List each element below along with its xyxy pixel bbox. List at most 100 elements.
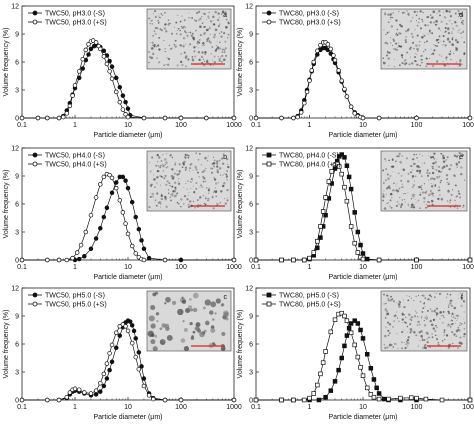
particle-dot xyxy=(204,320,210,326)
particle-dot xyxy=(425,206,427,209)
particle-dot xyxy=(424,317,426,319)
particle-dot xyxy=(410,319,413,321)
data-point xyxy=(344,163,350,168)
x-tick-label: 10 xyxy=(359,264,367,271)
particle-dot xyxy=(440,20,443,23)
particle-dot xyxy=(387,57,390,60)
particle-dot xyxy=(460,166,463,169)
particle-dot xyxy=(433,177,436,181)
micrograph-inset: f xyxy=(380,290,468,352)
particle-dot xyxy=(463,322,466,324)
particle-dot xyxy=(190,181,192,183)
particle-dot xyxy=(218,167,222,170)
particle-dot xyxy=(391,298,394,301)
particle-dot xyxy=(181,296,184,299)
data-point xyxy=(398,395,403,401)
data-point xyxy=(311,250,316,255)
particle-dot xyxy=(413,162,416,166)
particle-dot xyxy=(213,55,216,58)
data-point xyxy=(133,354,138,360)
particle-dot xyxy=(173,181,177,184)
particle-dot xyxy=(149,195,152,199)
particle-dot xyxy=(166,63,170,67)
particle-dot xyxy=(168,192,170,194)
particle-dot xyxy=(195,152,197,154)
particle-dot xyxy=(451,37,454,39)
particle-dot xyxy=(181,28,183,30)
particle-dot xyxy=(433,49,436,52)
particle-dot xyxy=(419,64,421,67)
particle-dot xyxy=(216,165,219,168)
particle-dot xyxy=(227,165,230,169)
particle-dot xyxy=(408,47,412,51)
particle-dot xyxy=(435,38,439,42)
particle-dot xyxy=(420,334,423,338)
particle-dot xyxy=(403,299,405,301)
data-point xyxy=(295,114,300,120)
particle-dot xyxy=(437,341,440,344)
particle-dot xyxy=(400,186,403,189)
particle-dot xyxy=(199,198,201,200)
particle-dot xyxy=(424,306,426,308)
particle-dot xyxy=(405,157,408,160)
particle-dot xyxy=(390,344,393,347)
particle-dot xyxy=(423,339,426,341)
legend-marker xyxy=(32,292,38,298)
data-point xyxy=(117,84,123,90)
particle-dot xyxy=(199,34,202,37)
particle-dot xyxy=(184,153,187,156)
particle-dot xyxy=(152,52,155,54)
y-tick-label: 3 xyxy=(249,230,253,237)
y-tick-label: 6 xyxy=(249,342,253,349)
particle-dot xyxy=(387,174,389,176)
particle-dot xyxy=(154,199,157,201)
particle-dot xyxy=(159,170,161,172)
particle-dot xyxy=(202,58,205,60)
particle-dot xyxy=(389,205,392,208)
x-tick-label: 0.1 xyxy=(251,264,261,271)
particle-dot xyxy=(158,15,160,17)
particle-dot xyxy=(420,317,423,319)
particle-dot xyxy=(174,45,177,48)
particle-dot xyxy=(443,31,445,33)
particle-dot xyxy=(449,206,452,208)
particle-dot xyxy=(218,32,221,34)
particle-dot xyxy=(415,60,417,63)
particle-dot xyxy=(445,334,449,337)
particle-dot xyxy=(173,43,176,46)
particle-dot xyxy=(195,187,198,190)
particle-dot xyxy=(434,168,436,170)
particle-dot xyxy=(170,199,172,202)
particle-dot xyxy=(387,321,389,324)
data-point xyxy=(113,330,119,336)
particle-dot xyxy=(417,50,419,52)
particle-dot xyxy=(169,154,172,157)
x-tick-label: 100 xyxy=(175,122,187,129)
particle-dot xyxy=(200,184,203,187)
particle-dot xyxy=(218,57,221,61)
particle-dot xyxy=(442,40,445,43)
data-point xyxy=(133,336,138,341)
particle-dot xyxy=(420,27,422,30)
data-point xyxy=(101,54,107,59)
particle-dot xyxy=(432,10,436,14)
particle-dot xyxy=(188,192,190,194)
particle-dot xyxy=(431,48,432,50)
data-point xyxy=(136,350,142,355)
data-point xyxy=(315,239,320,244)
particle-dot xyxy=(423,200,426,203)
particle-dot xyxy=(217,55,219,58)
particle-dot xyxy=(185,43,187,45)
particle-dot xyxy=(395,42,398,45)
particle-dot xyxy=(171,194,174,197)
data-point xyxy=(339,171,344,177)
particle-dot xyxy=(195,168,198,171)
particle-dot xyxy=(183,186,185,188)
particle-dot xyxy=(154,33,156,35)
particle-dot xyxy=(220,35,223,38)
particle-dot xyxy=(417,320,420,324)
data-point xyxy=(101,174,107,180)
particle-dot xyxy=(173,194,177,198)
particle-dot xyxy=(396,183,398,185)
x-tick-label: 1000 xyxy=(226,404,242,411)
